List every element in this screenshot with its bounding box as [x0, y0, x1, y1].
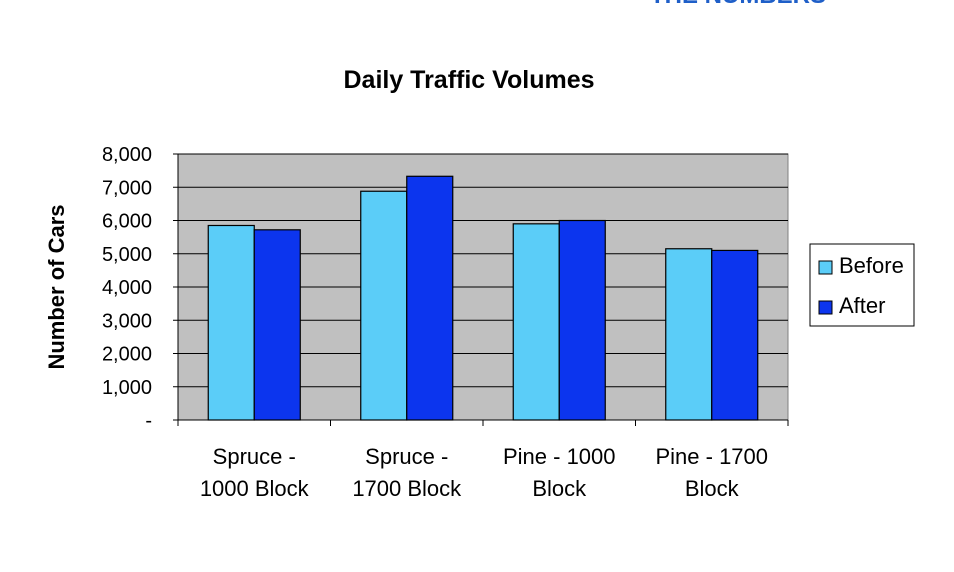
bar-after — [711, 249, 759, 421]
y-tick-label: 3,000 — [102, 310, 152, 332]
legend-swatch-after — [818, 300, 833, 315]
bar-after — [558, 219, 606, 421]
bar-before — [665, 248, 713, 421]
bar-before — [360, 190, 408, 421]
legend: Before After — [809, 243, 915, 327]
legend-label-after: After — [839, 293, 885, 318]
x-category-label: Spruce -1700 Block — [352, 444, 462, 501]
x-category-label: Pine - 1700 Block — [655, 444, 768, 501]
plot-area: - 1,000 2,000 3,000 4,000 5,000 6,000 7,000 8,00… — [102, 144, 789, 501]
y-tick-label: 7,000 — [102, 177, 152, 199]
bar-after — [253, 229, 301, 421]
y-tick-label: 1,000 — [102, 377, 152, 399]
header-fragment: THE NUMBERS — [650, 0, 826, 9]
legend-label-before: Before — [839, 253, 904, 278]
x-category-label: Spruce -1000 Block — [200, 444, 310, 501]
y-axis-label: Number of Cars — [44, 204, 69, 369]
y-tick-label: 8,000 — [102, 144, 152, 166]
x-category-label: Pine - 1000 Block — [503, 444, 616, 501]
y-tick-label: 6,000 — [102, 211, 152, 233]
y-tick-label: 5,000 — [102, 244, 152, 266]
bar-after — [406, 175, 454, 421]
bar-before — [512, 223, 560, 421]
y-tick-label: 4,000 — [102, 277, 152, 299]
y-tick-label: - — [145, 410, 152, 432]
chart-title: Daily Traffic Volumes — [343, 66, 594, 94]
legend-swatch-before — [818, 260, 833, 275]
y-tick-label: 2,000 — [102, 344, 152, 366]
bar-before — [207, 224, 255, 421]
